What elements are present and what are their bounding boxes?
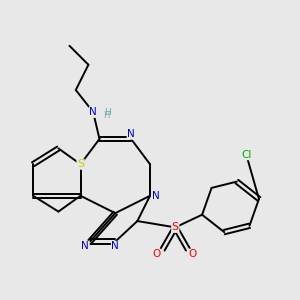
Text: H: H (103, 111, 110, 120)
Text: S: S (77, 159, 84, 169)
Text: Cl: Cl (241, 150, 251, 160)
Text: N: N (111, 241, 119, 251)
Text: O: O (188, 249, 197, 259)
Text: N: N (127, 129, 135, 139)
Text: N: N (152, 191, 160, 201)
Text: N: N (89, 107, 97, 117)
Text: O: O (152, 249, 160, 259)
Text: N: N (89, 107, 97, 117)
Text: N: N (81, 241, 89, 251)
Text: S: S (172, 222, 179, 233)
Text: H: H (104, 108, 111, 117)
